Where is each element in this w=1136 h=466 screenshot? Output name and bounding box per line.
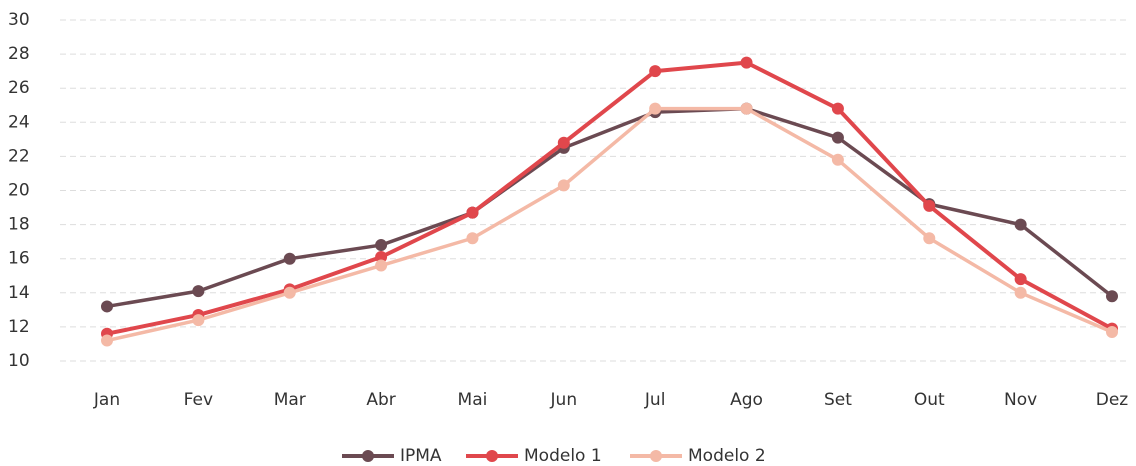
- y-tick-label: 26: [8, 78, 30, 98]
- x-tick-label: Jan: [93, 390, 120, 410]
- point: [1014, 218, 1027, 231]
- point: [1014, 273, 1027, 286]
- x-tick-label: Set: [824, 390, 852, 410]
- point: [283, 252, 296, 265]
- point: [557, 179, 570, 192]
- x-tick-label: Jun: [550, 390, 578, 410]
- legend-marker: [650, 450, 662, 462]
- y-tick-label: 28: [8, 44, 30, 64]
- x-tick-label: Abr: [366, 390, 395, 410]
- y-tick-label: 22: [8, 146, 30, 166]
- point: [375, 259, 388, 272]
- point: [101, 300, 113, 313]
- point: [192, 314, 205, 327]
- legend-label: IPMA: [400, 446, 442, 466]
- series-line: [106, 106, 1114, 309]
- point: [466, 232, 479, 245]
- point: [466, 206, 479, 219]
- legend-label: Modelo 1: [524, 446, 602, 466]
- y-tick-label: 12: [8, 317, 30, 337]
- x-tick-label: Dez: [1096, 390, 1129, 410]
- x-tick-label: Fev: [184, 390, 213, 410]
- point: [283, 286, 296, 299]
- point: [1014, 286, 1027, 299]
- point: [557, 136, 570, 149]
- y-tick-label: 10: [8, 351, 30, 371]
- point: [831, 102, 844, 115]
- y-tick-label: 30: [8, 10, 30, 30]
- series-line: [106, 60, 1113, 336]
- x-tick-label: Ago: [730, 390, 763, 410]
- y-tick-label: 24: [8, 112, 30, 132]
- point: [740, 56, 753, 69]
- y-tick-label: 16: [8, 249, 30, 269]
- x-tick-label: Mar: [274, 390, 306, 410]
- x-tick-label: Jul: [644, 390, 666, 410]
- point: [740, 102, 753, 115]
- point: [375, 250, 388, 263]
- legend-marker: [362, 450, 374, 462]
- y-tick-label: 14: [8, 283, 30, 303]
- point: [923, 199, 936, 212]
- point: [375, 239, 388, 252]
- point: [649, 65, 662, 78]
- point: [1106, 326, 1118, 339]
- point: [923, 232, 936, 245]
- point: [1106, 290, 1118, 303]
- y-tick-label: 20: [8, 181, 30, 201]
- x-tick-label: Mai: [458, 390, 488, 410]
- series-line: [106, 106, 1113, 343]
- y-tick-label: 18: [8, 215, 30, 235]
- point: [831, 153, 844, 166]
- legend-marker: [486, 450, 498, 462]
- x-tick-label: Out: [914, 390, 945, 410]
- point: [192, 285, 205, 298]
- point: [649, 102, 662, 115]
- legend-label: Modelo 2: [688, 446, 766, 466]
- point: [831, 131, 844, 144]
- point: [101, 334, 113, 347]
- x-tick-label: Nov: [1004, 390, 1037, 410]
